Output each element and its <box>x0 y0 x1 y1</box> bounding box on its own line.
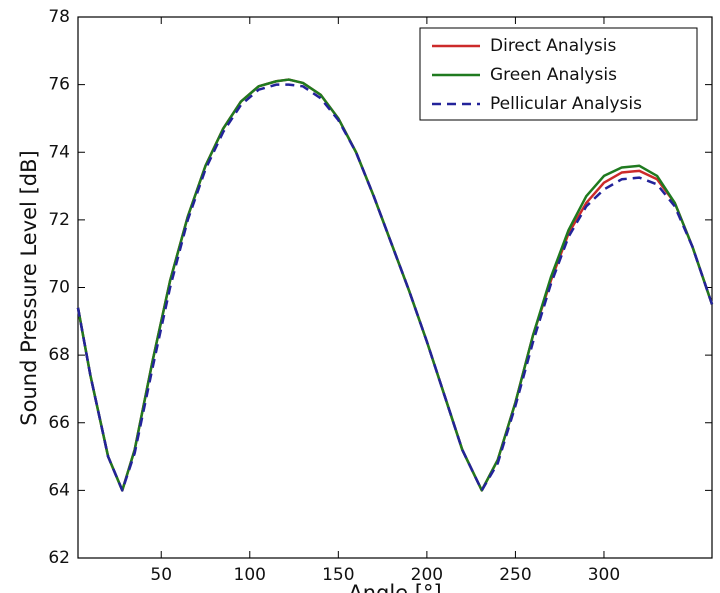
y-tick-label: 76 <box>48 75 70 95</box>
y-tick-label: 66 <box>48 413 70 433</box>
series-line <box>76 78 714 492</box>
x-tick-label: 150 <box>322 565 354 585</box>
y-tick-label: 62 <box>48 548 70 568</box>
x-tick-label: 200 <box>411 565 443 585</box>
x-tick-label: 250 <box>499 565 531 585</box>
y-tick-label: 70 <box>48 278 70 298</box>
x-tick-label: 300 <box>588 565 620 585</box>
y-axis-label: Sound Pressure Level [dB] <box>17 150 41 425</box>
x-tick-label: 100 <box>234 565 266 585</box>
y-tick-label: 64 <box>48 480 70 500</box>
legend-label: Pellicular Analysis <box>490 94 642 114</box>
x-tick-label: 50 <box>150 565 172 585</box>
x-axis-label: Angle [°] <box>348 581 441 593</box>
y-tick-label: 74 <box>48 142 70 162</box>
y-tick-label: 68 <box>48 345 70 365</box>
y-tick-label: 78 <box>48 7 70 27</box>
legend-label: Green Analysis <box>490 65 617 85</box>
y-tick-label: 72 <box>48 210 70 230</box>
series-line <box>76 83 714 492</box>
legend-label: Direct Analysis <box>490 36 616 56</box>
series-line <box>76 78 714 492</box>
